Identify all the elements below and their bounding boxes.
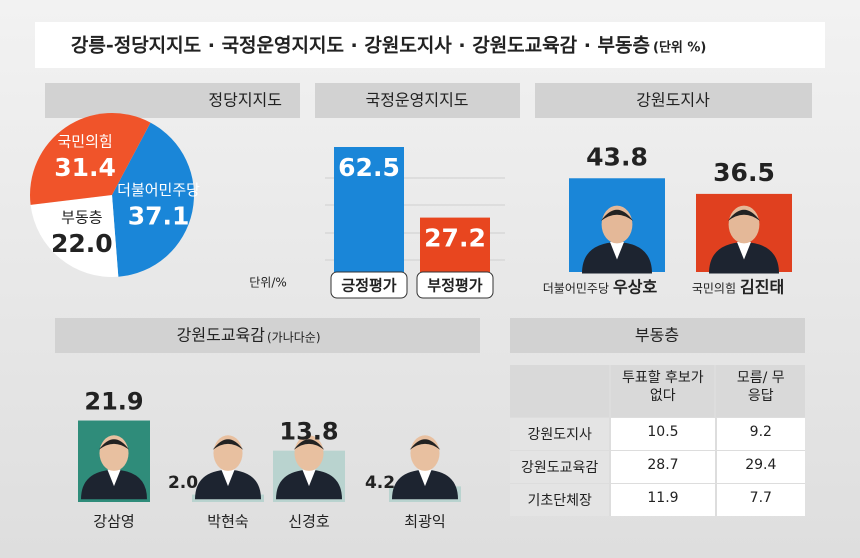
title-box — [35, 22, 825, 68]
row-label: 기초단체장 — [510, 484, 610, 516]
photo-hair — [293, 439, 325, 450]
party-label: 국민의힘 — [692, 282, 736, 296]
unit-note: 단위/% — [249, 276, 287, 290]
panel-title: 부동층 — [635, 326, 679, 345]
pie-slice — [30, 195, 119, 277]
row-label: 강원도교육감 — [510, 451, 610, 483]
party-label: 더불어민주당 — [543, 282, 609, 296]
cell: 11.9 — [609, 484, 715, 516]
photo-hair — [600, 209, 634, 221]
value-label: 2.0 — [168, 473, 198, 493]
table: 투표할 후보가 없다 모름/ 무응답 강원도지사 10.5 9.2 강원도교육감 28.… — [510, 365, 805, 516]
photo-shirt — [221, 469, 235, 487]
value-label: 4.2 — [365, 473, 395, 493]
panel-header — [55, 318, 480, 353]
photo-hair — [727, 209, 761, 221]
panel-header — [45, 83, 300, 118]
category-label: 신경호 — [288, 513, 330, 531]
category-label: 강삼영 — [93, 513, 134, 531]
photo-shirt — [107, 469, 121, 487]
value-label: 43.8 — [586, 142, 648, 171]
value-label: 13.8 — [279, 418, 338, 446]
table-header: 투표할 후보가 없다 모름/ 무응답 — [510, 365, 805, 417]
panel-header — [535, 83, 812, 118]
main-title: 강릉-정당지지도 · 국정운영지지도 · 강원도지사 · 강원도교육감 · 부동… — [71, 35, 650, 57]
photo-hair — [409, 439, 441, 450]
panel-header — [315, 83, 520, 118]
category-label: 우상호 — [613, 278, 657, 297]
value-label: 27.2 — [424, 224, 486, 253]
bar — [334, 147, 404, 272]
value-label: 22.0 — [51, 229, 113, 258]
photo-shirt — [302, 469, 316, 487]
photo-shirt — [737, 242, 751, 260]
photo-shirt — [418, 469, 432, 487]
bar — [420, 217, 490, 272]
label-box — [416, 271, 494, 299]
table-row: 강원도교육감 28.7 29.4 — [510, 450, 805, 483]
label-box — [330, 271, 408, 299]
photo-shirt — [610, 242, 624, 260]
category-label: 김진태 — [740, 278, 784, 297]
panel-title: 강원도지사 — [636, 91, 710, 110]
slice-label: 더불어민주당 — [117, 181, 200, 199]
value-label: 37.1 — [128, 202, 190, 231]
photo-hair — [98, 439, 130, 450]
cell: 28.7 — [609, 451, 715, 483]
cell: 9.2 — [714, 418, 805, 450]
category-label: 최광익 — [404, 513, 445, 531]
pie-slice — [30, 113, 151, 205]
value-label: 62.5 — [338, 153, 400, 182]
category-label: 부정평가 — [427, 277, 482, 295]
panel-title: 강원도교육감 — [177, 326, 266, 345]
category-label: 긍정평가 — [341, 277, 396, 295]
cell: 29.4 — [714, 451, 805, 483]
header-cell: 투표할 후보가 없다 — [609, 365, 715, 417]
value-label: 31.4 — [54, 153, 116, 182]
category-label: 박현숙 — [207, 513, 248, 531]
table-row: 기초단체장 11.9 7.7 — [510, 483, 805, 516]
photo-hair — [212, 439, 244, 450]
panel-title: 국정운영지지도 — [365, 91, 468, 110]
pie-slice — [112, 122, 194, 277]
slice-label: 부동층 — [61, 208, 102, 226]
unit: (단위 %) — [653, 40, 706, 56]
slice-label: 국민의힘 — [57, 132, 112, 150]
header-cell: 모름/ 무응답 — [714, 365, 805, 417]
cell: 7.7 — [714, 484, 805, 516]
value-label: 21.9 — [84, 388, 143, 416]
row-label: 강원도지사 — [510, 418, 610, 450]
value-label: 36.5 — [713, 158, 775, 187]
table-row: 강원도지사 10.5 9.2 — [510, 417, 805, 450]
panel-subtitle: (가나다순) — [267, 331, 321, 345]
cell: 10.5 — [609, 418, 715, 450]
header-cell — [510, 365, 610, 417]
panel-title: 정당지지도 — [208, 91, 282, 110]
panel-header — [510, 318, 805, 353]
